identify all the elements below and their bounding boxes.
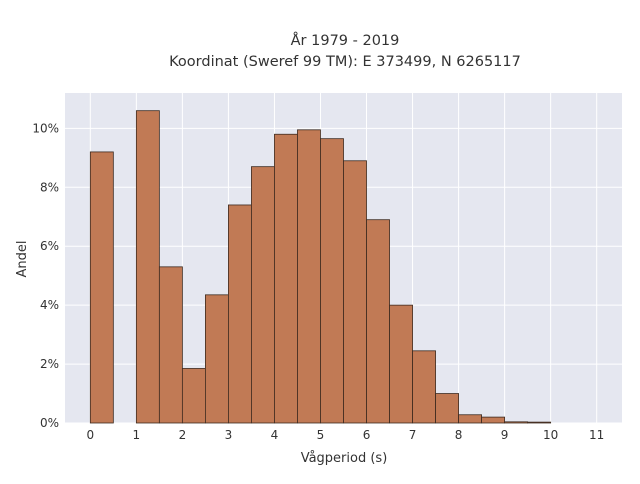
- x-tick-label-11: 11: [589, 428, 604, 442]
- histogram-bar-8: [297, 129, 321, 424]
- histogram-bar-11: [366, 219, 390, 424]
- x-tick-label-4: 4: [271, 428, 279, 442]
- x-tick-label-10: 10: [543, 428, 558, 442]
- histogram-bar-9: [320, 138, 344, 424]
- x-tick-label-8: 8: [455, 428, 463, 442]
- histogram-bar-3: [181, 368, 206, 424]
- bars: [89, 110, 552, 424]
- x-tick-label-0: 0: [86, 428, 94, 442]
- histogram-bar-5: [228, 204, 252, 424]
- x-tick-label-2: 2: [179, 428, 187, 442]
- histogram-bar-13: [412, 350, 436, 424]
- histogram-bar-6: [251, 166, 275, 424]
- y-tick-label-3: 6%: [40, 239, 59, 253]
- histogram-bar-10: [343, 160, 367, 424]
- histogram-bar-0: [89, 151, 114, 424]
- x-tick-label-6: 6: [363, 428, 371, 442]
- y-tick-label-4: 8%: [40, 180, 59, 194]
- y-tick-label-1: 2%: [40, 357, 59, 371]
- chart-title-line-2: Koordinat (Sweref 99 TM): E 373499, N 62…: [169, 54, 521, 70]
- histogram-bar-12: [389, 304, 413, 424]
- x-tick-label-3: 3: [225, 428, 233, 442]
- chart-title-line-1: År 1979 - 2019: [291, 32, 400, 49]
- x-tick-label-1: 1: [133, 428, 141, 442]
- x-axis-ticks: 0 1 2 3 4 5 6 7 8 9 10 11: [86, 428, 604, 442]
- y-tick-label-2: 4%: [40, 298, 59, 312]
- y-tick-label-5: 10%: [32, 121, 59, 135]
- y-axis-title: Andel: [15, 241, 30, 278]
- histogram-bar-16: [481, 416, 506, 424]
- histogram-bar-17: [504, 421, 529, 424]
- histogram-bar-1: [135, 110, 160, 424]
- histogram-bar-18: [527, 421, 552, 424]
- x-tick-label-9: 9: [501, 428, 509, 442]
- y-tick-label-0: 0%: [40, 416, 59, 430]
- x-tick-label-7: 7: [409, 428, 417, 442]
- histogram-bar-4: [205, 294, 229, 424]
- histogram-bar-7: [274, 133, 298, 424]
- x-tick-label-5: 5: [317, 428, 325, 442]
- histogram-bar-15: [458, 414, 482, 424]
- histogram-bar-2: [158, 266, 183, 424]
- x-axis-title: Vågperiod (s): [301, 451, 388, 466]
- histogram-bar-14: [435, 393, 459, 424]
- y-axis-ticks: 0% 2% 4% 6% 8% 10%: [32, 121, 59, 430]
